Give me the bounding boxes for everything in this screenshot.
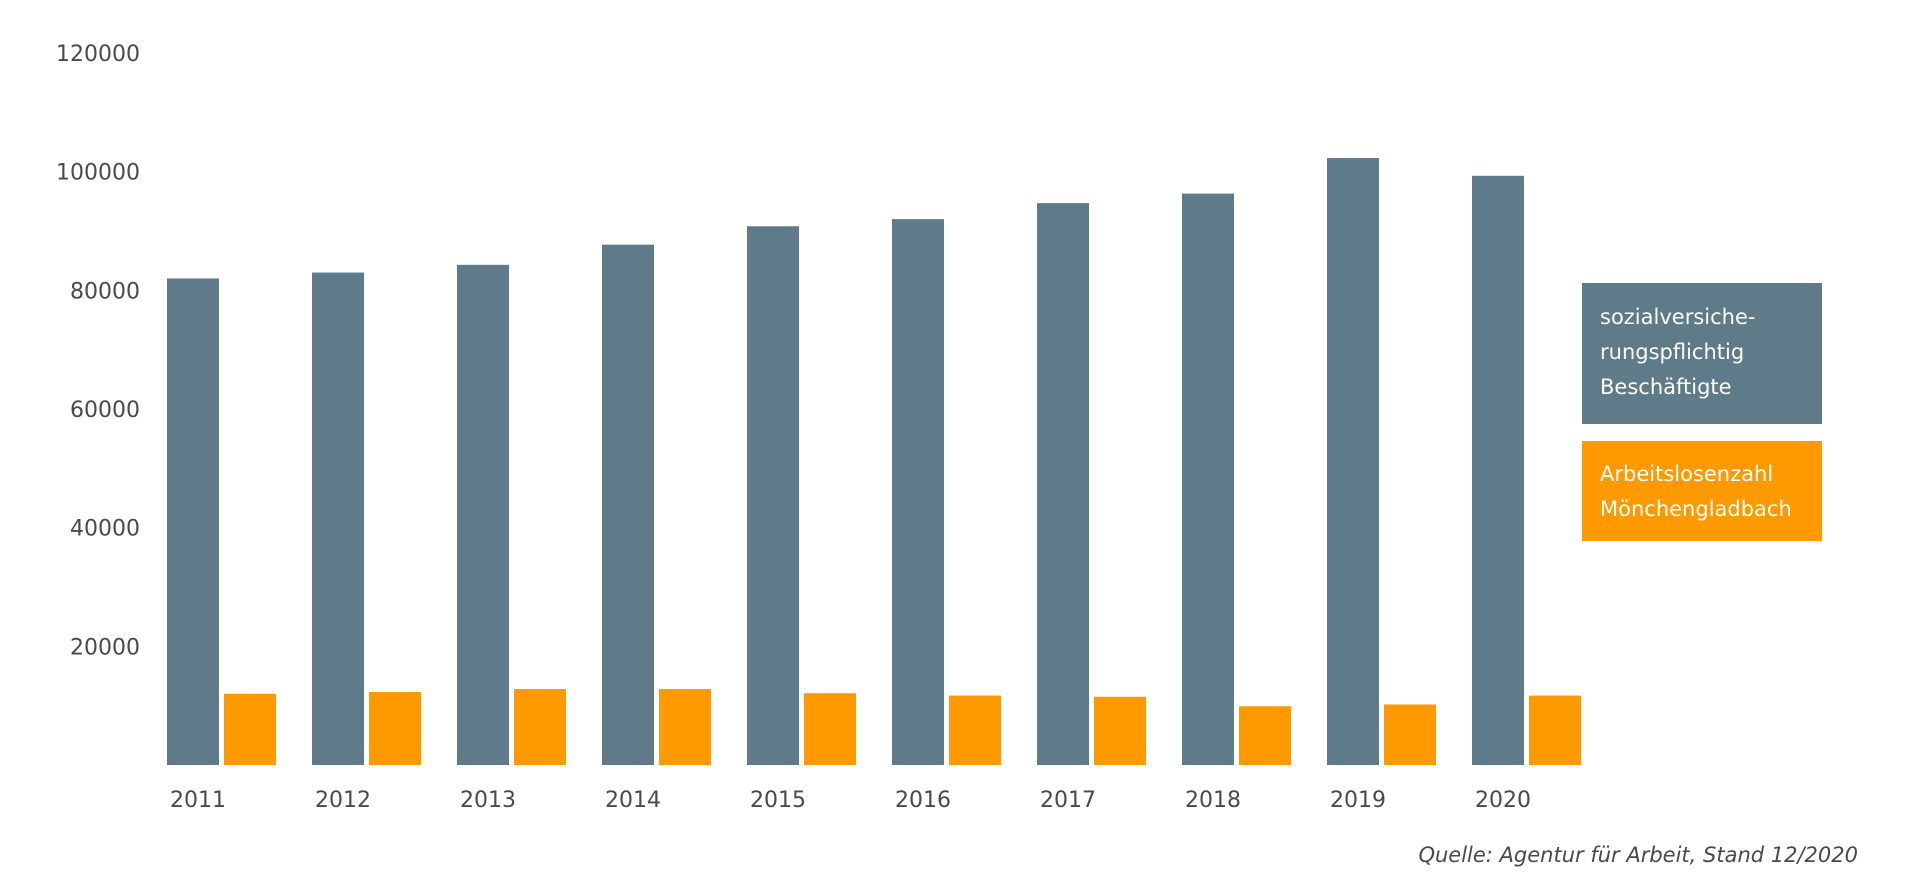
bar-unemployed-2011 [224,693,276,765]
legend-label-line: rungspflichtig [1600,340,1745,364]
bar-employees-2019 [1327,158,1379,765]
legend-label-line: Arbeitslosenzahl [1600,462,1774,486]
bar-unemployed-2013 [514,689,566,765]
bar-unemployed-2019 [1384,704,1436,765]
y-tick-label: 80000 [70,279,140,304]
x-tick-label: 2018 [1185,788,1241,813]
bar-employees-2014 [602,244,654,765]
bar-unemployed-2012 [369,692,421,765]
x-tick-label: 2012 [315,788,371,813]
x-tick-label: 2015 [750,788,806,813]
bar-unemployed-2020 [1529,695,1581,765]
bar-employees-2011 [167,278,219,765]
bar-unemployed-2016 [949,695,1001,765]
legend-item-unemployed: Arbeitslosenzahl Mönchengladbach [1582,441,1822,541]
legend-label-line: sozialversiche- [1600,305,1756,329]
bar-unemployed-2014 [659,689,711,765]
x-tick-label: 2017 [1040,788,1096,813]
source-note: Quelle: Agentur für Arbeit, Stand 12/202… [1418,843,1858,867]
y-tick-label: 20000 [70,635,140,660]
y-tick-label: 100000 [56,161,140,186]
bar-employees-2018 [1182,193,1234,765]
x-tick-label: 2020 [1475,788,1531,813]
bar-employees-2015 [747,226,799,766]
legend-label-line: Beschäftigte [1600,375,1732,399]
bars-layer [167,158,1581,766]
y-tick-label: 40000 [70,517,140,542]
legend-item-employees: sozialversiche- rungspflichtig Beschäfti… [1582,283,1822,424]
legend-label-line: Mönchengladbach [1600,497,1792,521]
x-tick-label: 2011 [170,788,226,813]
bar-unemployed-2018 [1239,706,1291,765]
y-tick-label: 60000 [70,398,140,423]
bar-employees-2020 [1472,175,1524,765]
x-tick-label: 2013 [460,788,516,813]
bar-unemployed-2017 [1094,696,1146,765]
x-tick-label: 2016 [895,788,951,813]
bar-employees-2016 [892,219,944,766]
bar-unemployed-2015 [804,693,856,765]
bar-employees-2012 [312,272,364,765]
x-tick-label: 2019 [1330,788,1386,813]
bar-employees-2013 [457,264,509,765]
x-axis: 2011 2012 2013 2014 2015 2016 2017 2018 2019 2020 [170,788,1531,813]
bar-employees-2017 [1037,203,1089,765]
y-axis: 20000 40000 60000 80000 100000 120000 [56,42,140,660]
y-tick-label: 120000 [56,42,140,67]
x-tick-label: 2014 [605,788,661,813]
